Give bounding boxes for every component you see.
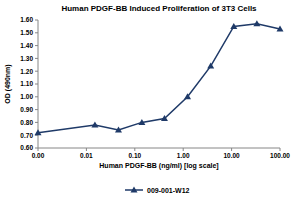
y-tick — [35, 58, 38, 59]
y-tick — [35, 20, 38, 21]
chart-svg: Human PDGF-BB Induced Proliferation of 3… — [0, 0, 300, 200]
x-tick — [183, 148, 184, 151]
x-tick — [231, 148, 232, 151]
x-tick-label: 10.00 — [223, 152, 240, 159]
legend-marker — [131, 187, 138, 193]
data-point — [138, 119, 145, 125]
y-tick — [35, 71, 38, 72]
data-point — [184, 93, 191, 99]
plot-area — [35, 20, 284, 135]
x-tick-label: 100.00 — [270, 152, 290, 159]
data-point — [115, 127, 122, 133]
y-tick — [35, 45, 38, 46]
y-tick-label: 1.50 — [20, 29, 33, 36]
y-tick-label: 1.30 — [20, 55, 33, 62]
title: Human PDGF-BB Induced Proliferation of 3… — [61, 4, 257, 13]
x-tick — [134, 148, 135, 151]
y-tick-label: 1.20 — [20, 68, 33, 75]
legend: 009-001-W12 — [125, 187, 190, 194]
x-tick-label: 0.10 — [128, 152, 141, 159]
x-tick-label: 1.00 — [177, 152, 190, 159]
x-tick-label: 0.00 — [32, 152, 45, 159]
background — [0, 0, 300, 200]
y-tick-label: 0.70 — [20, 132, 33, 139]
y-axis-label: OD (490nm) — [4, 64, 12, 103]
y-tick — [35, 84, 38, 85]
legend-label: 009-001-W12 — [147, 187, 190, 194]
data-point — [161, 115, 168, 121]
data-point — [277, 25, 284, 31]
x-axis — [38, 148, 280, 149]
y-tick-label: 1.10 — [20, 80, 33, 87]
y-tick-label: 0.80 — [20, 119, 33, 126]
data-point — [207, 63, 214, 69]
series-line — [38, 24, 280, 133]
data-point — [253, 20, 260, 26]
y-tick — [35, 109, 38, 110]
y-tick-label: 1.60 — [20, 16, 33, 23]
x-tick — [280, 148, 281, 151]
x-tick — [38, 148, 39, 151]
x-tick — [86, 148, 87, 151]
y-tick-label: 0.60 — [20, 144, 33, 151]
chart-container: Human PDGF-BB Induced Proliferation of 3… — [0, 0, 300, 200]
y-tick — [35, 96, 38, 97]
y-tick — [35, 122, 38, 123]
y-tick — [35, 32, 38, 33]
data-point — [91, 121, 98, 127]
y-tick-label: 1.00 — [20, 93, 33, 100]
data-point — [35, 129, 42, 135]
data-point — [230, 23, 237, 29]
x-axis-label: Human PDGF-BB (ng/ml) [log scale] — [99, 162, 218, 170]
x-tick-label: 0.01 — [80, 152, 93, 159]
y-tick-label: 0.90 — [20, 106, 33, 113]
y-tick-label: 1.40 — [20, 42, 33, 49]
